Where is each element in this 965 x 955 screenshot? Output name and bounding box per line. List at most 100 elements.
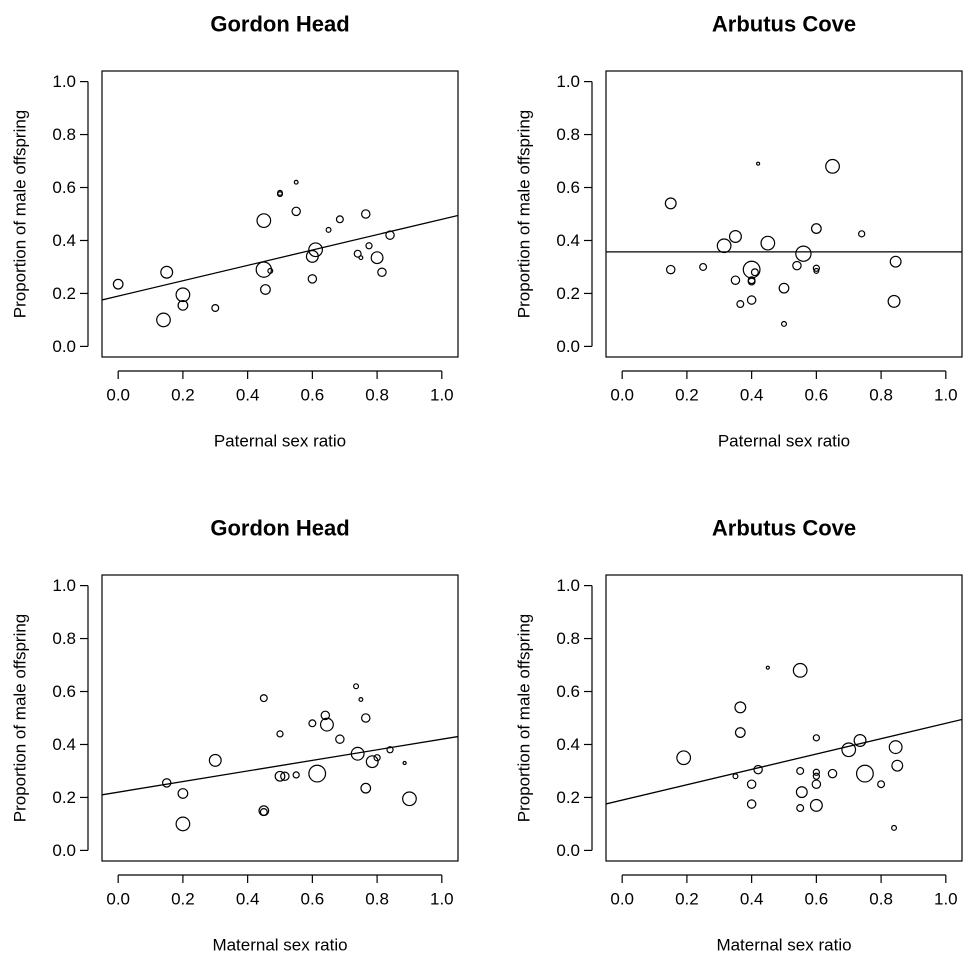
data-point <box>827 768 838 779</box>
regression-line <box>102 735 458 796</box>
data-point <box>888 740 903 755</box>
data-point <box>370 251 384 265</box>
y-axis-label: Proportion of male offspring <box>11 110 30 319</box>
x-tick-label: 0.4 <box>236 890 260 909</box>
data-point <box>792 662 808 678</box>
data-point <box>664 197 677 210</box>
x-tick-label: 0.8 <box>365 890 389 909</box>
data-point <box>308 242 324 258</box>
y-tick-label: 0.6 <box>556 682 580 701</box>
data-point <box>809 798 823 812</box>
x-tick-label: 0.0 <box>106 386 130 405</box>
data-point <box>208 753 222 767</box>
data-point <box>112 278 124 290</box>
data-point <box>732 773 739 780</box>
data-point <box>307 274 318 284</box>
data-point <box>760 235 776 251</box>
data-point <box>256 213 272 229</box>
data-point <box>358 255 364 261</box>
x-tick-label: 0.6 <box>301 386 325 405</box>
data-point <box>259 808 268 817</box>
data-layer <box>102 179 458 328</box>
y-tick-label: 1.0 <box>52 576 76 595</box>
x-tick-label: 0.2 <box>675 890 699 909</box>
data-point <box>274 770 286 782</box>
data-point <box>259 694 268 703</box>
data-point <box>734 727 746 738</box>
data-point <box>765 665 770 670</box>
data-layer <box>606 662 962 831</box>
x-tick-label: 0.2 <box>171 386 195 405</box>
data-point <box>813 267 820 274</box>
x-tick-label: 0.6 <box>301 890 325 909</box>
y-tick-label: 0.8 <box>52 629 76 648</box>
data-point <box>877 780 886 789</box>
y-tick-label: 0.0 <box>52 337 76 356</box>
data-point <box>812 264 821 272</box>
x-tick-label: 0.8 <box>869 386 893 405</box>
data-point <box>746 295 757 305</box>
y-tick-label: 0.0 <box>556 337 580 356</box>
data-point <box>385 230 395 240</box>
data-point <box>175 287 191 303</box>
x-axis-label: Maternal sex ratio <box>716 936 851 955</box>
y-tick-label: 0.6 <box>52 178 76 197</box>
data-point <box>320 710 331 721</box>
panel-title: Gordon Head <box>210 12 349 37</box>
x-tick-label: 0.6 <box>805 890 829 909</box>
data-point <box>175 816 191 832</box>
y-tick-label: 0.4 <box>52 231 76 250</box>
regression-line <box>102 214 458 301</box>
data-point <box>780 320 788 327</box>
x-tick-label: 0.4 <box>740 890 764 909</box>
data-point <box>386 746 394 754</box>
data-point <box>360 713 371 723</box>
data-point <box>812 734 821 742</box>
data-point <box>753 764 763 775</box>
data-point <box>292 771 300 779</box>
data-layer <box>606 158 962 327</box>
x-tick-label: 1.0 <box>430 890 454 909</box>
y-tick-label: 0.8 <box>52 125 76 144</box>
y-tick-label: 0.2 <box>556 788 580 807</box>
data-point <box>211 304 220 313</box>
data-point <box>795 786 808 799</box>
data-point <box>358 697 364 702</box>
data-point <box>335 734 345 744</box>
data-point <box>308 719 317 728</box>
data-point <box>353 683 360 690</box>
data-point <box>891 759 904 772</box>
data-point <box>755 161 761 166</box>
plot-frame <box>101 70 459 358</box>
data-point <box>365 242 373 250</box>
plot-frame <box>605 574 963 862</box>
data-point <box>360 209 371 219</box>
data-point <box>811 779 822 789</box>
x-tick-label: 1.0 <box>430 386 454 405</box>
data-point <box>360 782 372 794</box>
panel-1: Gordon Head 0.0 0.2 0.4 0.6 0.8 1.0 Paternal se… <box>11 12 459 451</box>
data-point <box>825 158 840 174</box>
data-point <box>291 206 301 217</box>
data-point <box>325 226 332 233</box>
x-tick-label: 0.4 <box>740 386 764 405</box>
data-point <box>853 734 867 747</box>
data-point <box>353 249 362 258</box>
data-point <box>858 230 866 238</box>
data-point <box>750 268 759 277</box>
y-tick-label: 0.8 <box>556 125 580 144</box>
x-tick-label: 0.8 <box>869 890 893 909</box>
panel-2: Arbutus Cove 0.0 0.2 0.4 0.6 0.8 1.0 Paternal s… <box>515 12 963 451</box>
plot-frame <box>605 70 963 358</box>
y-tick-label: 0.2 <box>52 284 76 303</box>
data-point <box>855 764 874 783</box>
x-tick-label: 0.6 <box>805 386 829 405</box>
data-point <box>746 799 757 809</box>
data-point <box>276 730 284 738</box>
data-point <box>747 277 756 286</box>
data-point <box>841 742 857 758</box>
y-axis-label: Proportion of male offspring <box>515 110 534 319</box>
y-tick-label: 0.4 <box>52 735 76 754</box>
